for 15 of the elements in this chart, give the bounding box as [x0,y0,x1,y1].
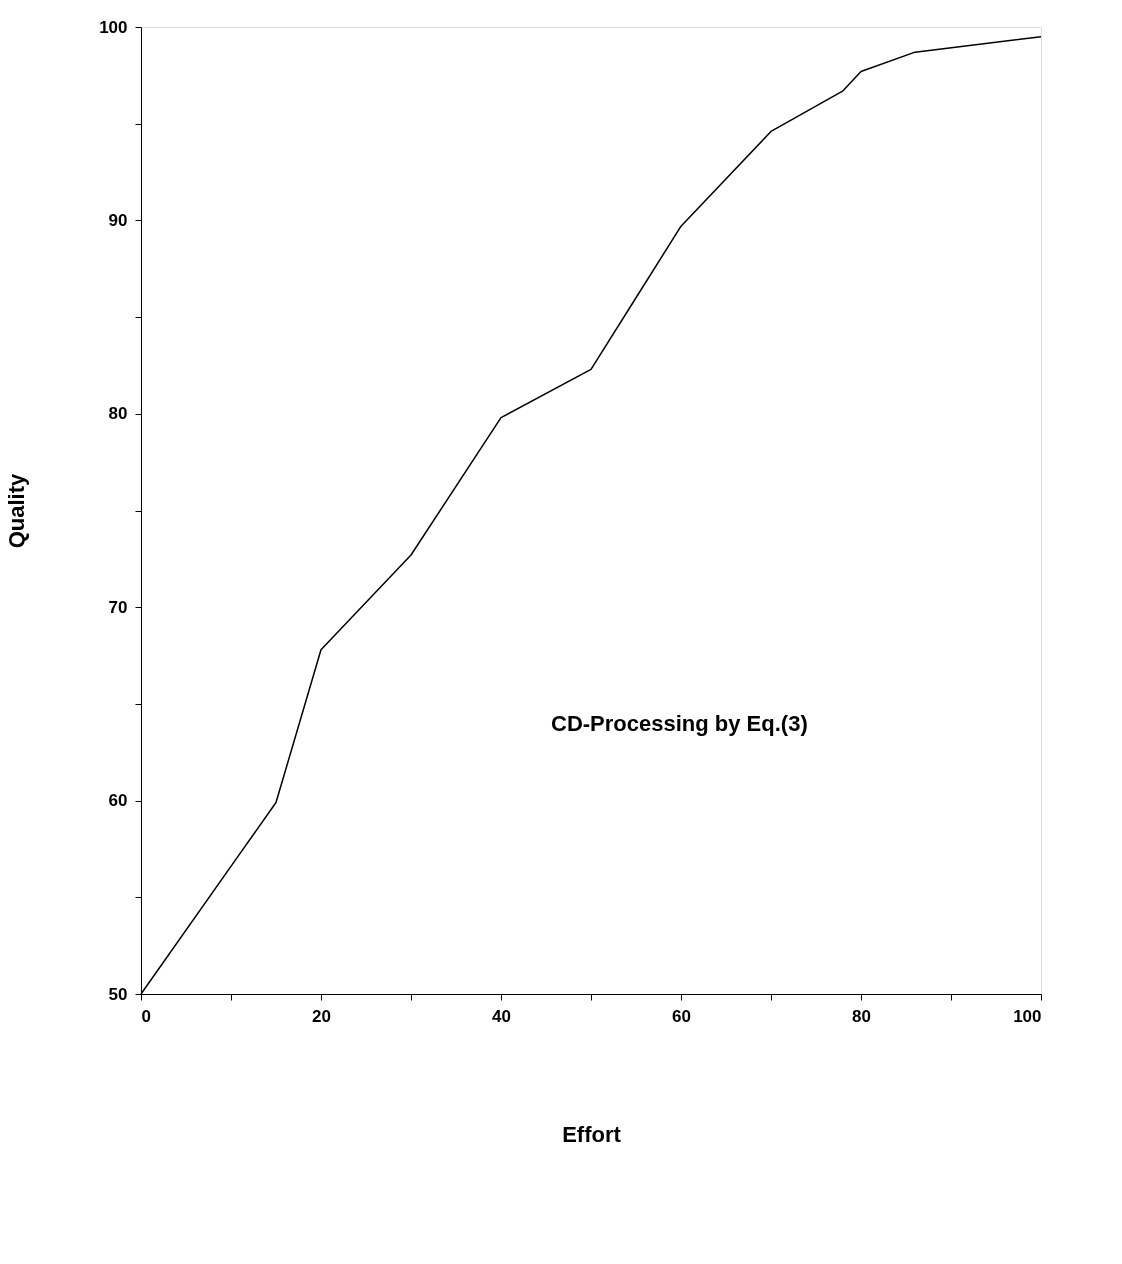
y-axis-title: Quality [4,472,30,549]
y-tick-label: 80 [108,404,128,424]
x-tick-label: 60 [672,1006,691,1026]
x-tick-label: 100 [1013,1006,1042,1026]
x-axis-title: Effort [562,1121,622,1147]
y-tick-label: 60 [108,791,128,811]
y-tick-label: 90 [108,210,128,230]
y-tick-label: 70 [108,597,128,617]
y-tick-label: 50 [108,984,128,1004]
y-tick-label: 100 [99,17,128,37]
annotation: CD-Processing by Eq.(3) [551,711,808,736]
x-tick-label: 80 [852,1006,871,1026]
x-tick-label: 20 [312,1006,331,1026]
x-tick-label: 0 [141,1006,151,1026]
x-tick-label: 40 [492,1006,511,1026]
